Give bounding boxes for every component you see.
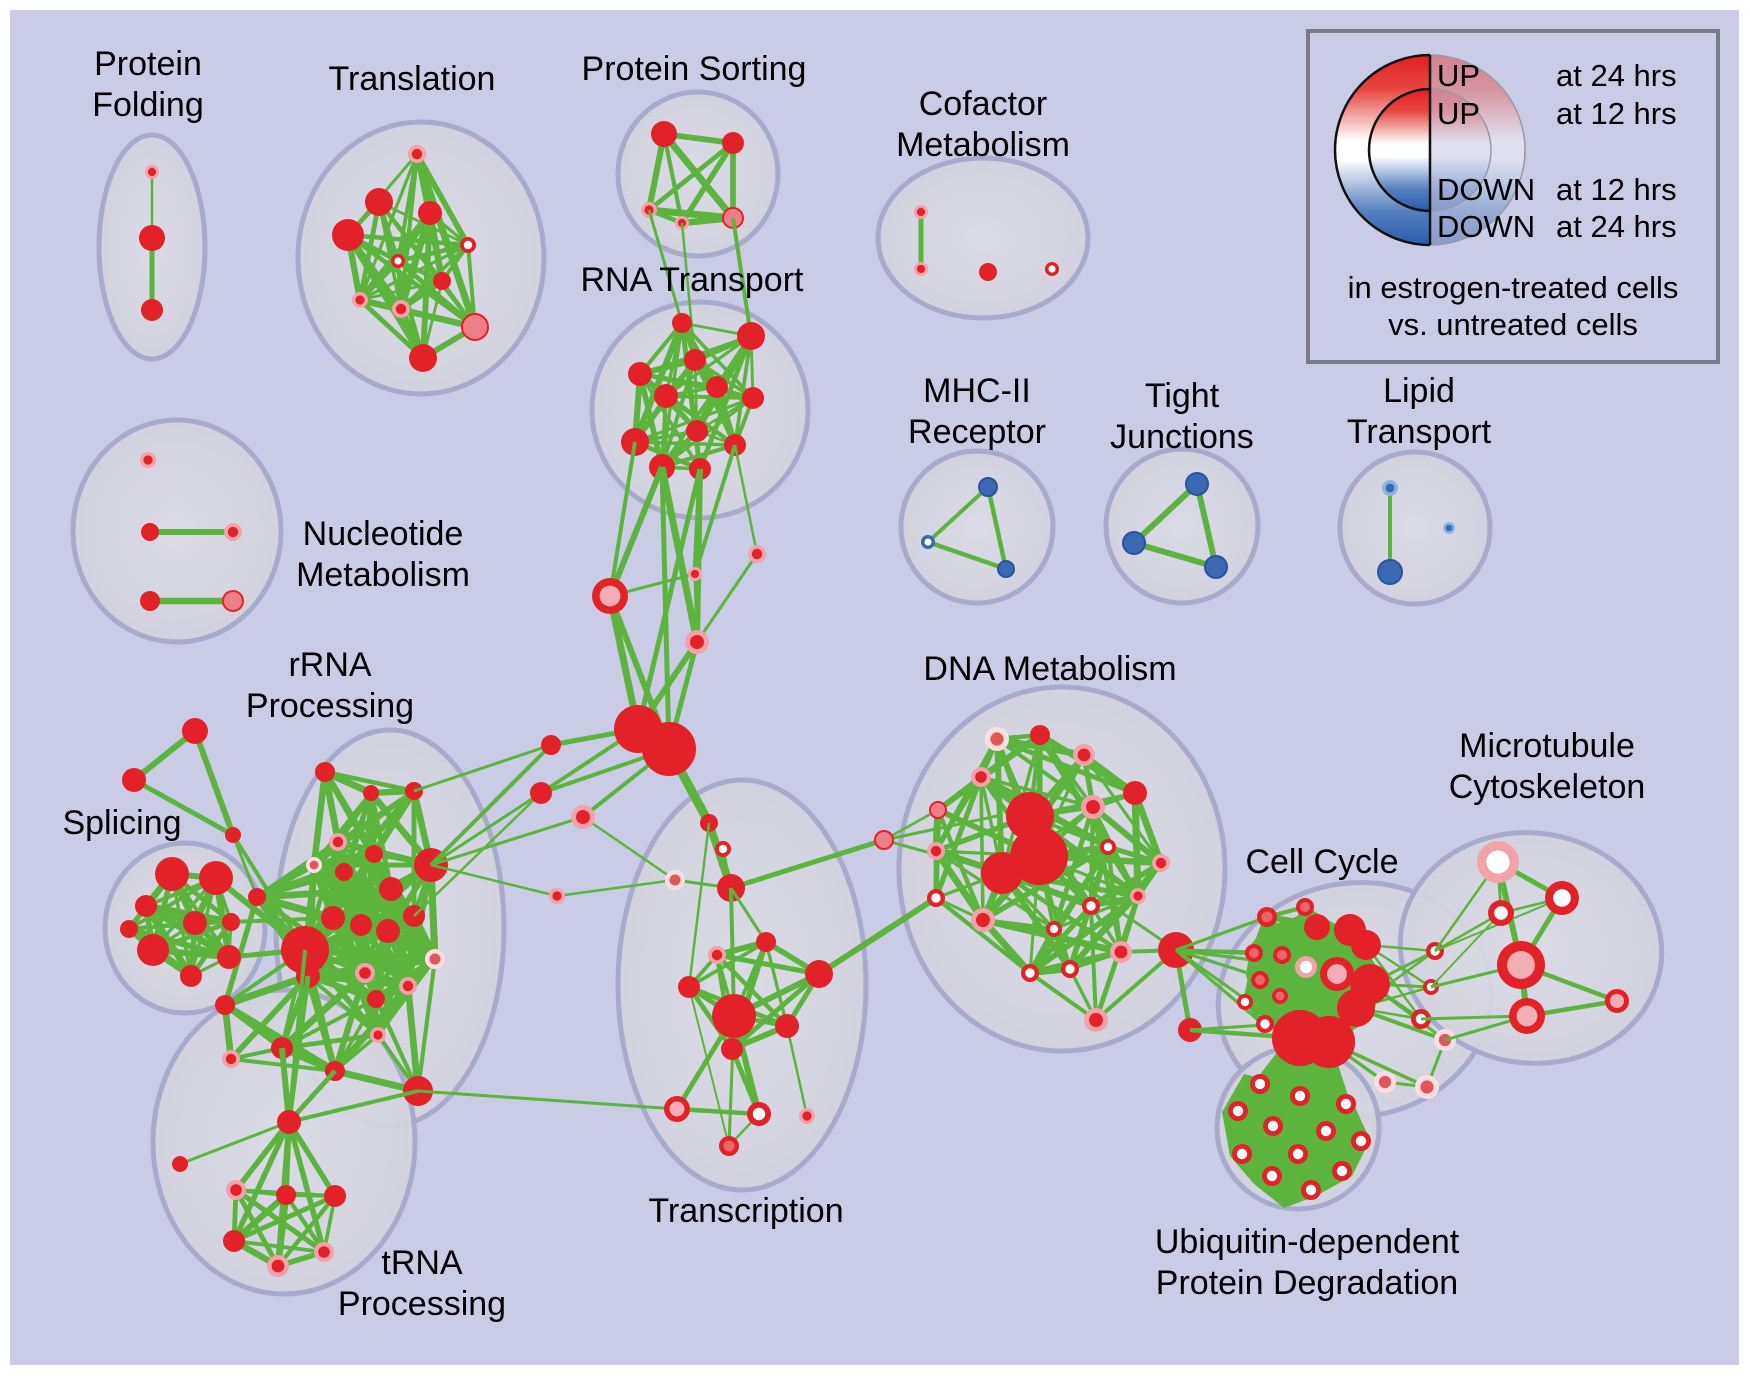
svg-text:in estrogen-treated cells: in estrogen-treated cells [1348, 270, 1679, 305]
svg-text:Receptor: Receptor [908, 413, 1046, 451]
svg-text:DOWN: DOWN [1437, 172, 1535, 207]
svg-text:Cofactor: Cofactor [919, 85, 1048, 123]
svg-text:Translation: Translation [329, 60, 496, 98]
svg-text:Cell Cycle: Cell Cycle [1245, 843, 1398, 881]
svg-text:Splicing: Splicing [62, 804, 181, 842]
svg-text:DNA Metabolism: DNA Metabolism [923, 650, 1176, 688]
svg-text:Protein Sorting: Protein Sorting [582, 50, 807, 88]
svg-text:at 24 hrs: at 24 hrs [1556, 58, 1677, 93]
svg-text:Cytoskeleton: Cytoskeleton [1449, 768, 1646, 806]
svg-text:Protein: Protein [94, 45, 202, 83]
svg-text:tRNA: tRNA [381, 1244, 463, 1282]
svg-text:Processing: Processing [246, 687, 414, 725]
svg-text:Nucleotide: Nucleotide [303, 515, 464, 553]
svg-text:Transcription: Transcription [648, 1192, 843, 1230]
svg-text:Protein Degradation: Protein Degradation [1156, 1264, 1458, 1302]
svg-text:Metabolism: Metabolism [896, 126, 1070, 164]
svg-text:Processing: Processing [338, 1285, 506, 1323]
svg-text:Transport: Transport [1347, 413, 1492, 451]
svg-text:Lipid: Lipid [1383, 372, 1455, 410]
svg-text:Tight: Tight [1145, 377, 1220, 415]
svg-text:UP: UP [1437, 96, 1480, 131]
svg-text:rRNA: rRNA [288, 646, 371, 684]
svg-text:DOWN: DOWN [1437, 209, 1535, 244]
svg-text:RNA Transport: RNA Transport [581, 261, 805, 299]
svg-text:Metabolism: Metabolism [296, 556, 470, 594]
svg-text:at 12 hrs: at 12 hrs [1556, 96, 1677, 131]
svg-text:MHC-II: MHC-II [923, 372, 1031, 410]
svg-text:Microtubule: Microtubule [1459, 727, 1635, 765]
svg-text:at 24 hrs: at 24 hrs [1556, 209, 1677, 244]
svg-text:vs. untreated cells: vs. untreated cells [1388, 307, 1638, 342]
svg-text:Junctions: Junctions [1110, 418, 1254, 456]
svg-text:at 12 hrs: at 12 hrs [1556, 172, 1677, 207]
svg-text:Ubiquitin-dependent: Ubiquitin-dependent [1155, 1223, 1460, 1261]
svg-text:Folding: Folding [92, 86, 204, 124]
svg-text:UP: UP [1437, 58, 1480, 93]
